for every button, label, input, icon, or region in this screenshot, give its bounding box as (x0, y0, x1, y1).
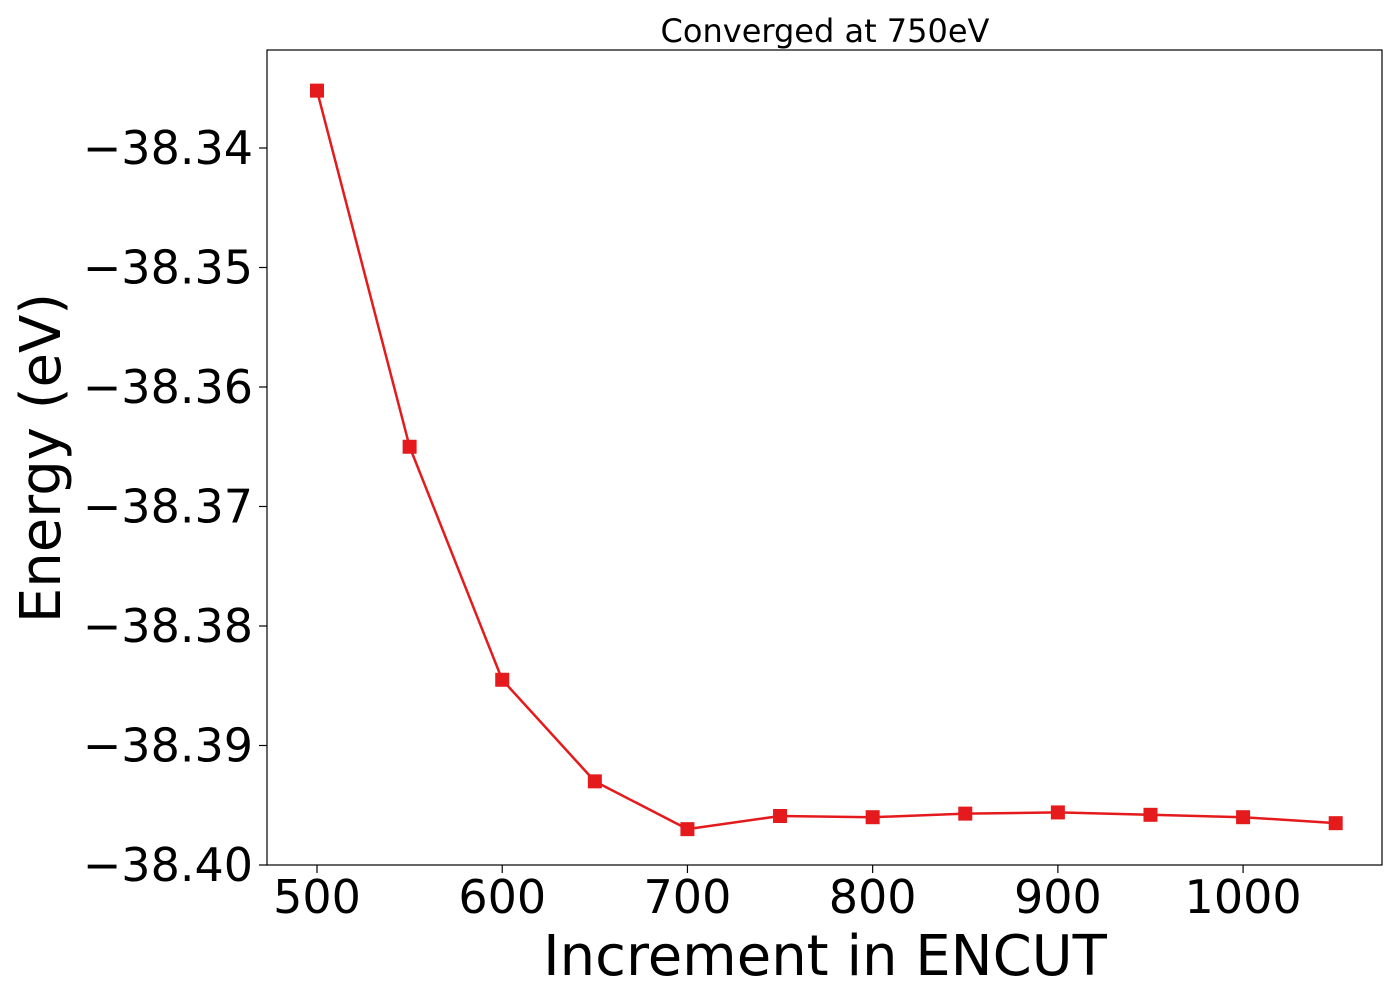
x-tick-label: 1000 (1185, 870, 1302, 924)
data-point-marker (495, 672, 510, 687)
chart-title: Converged at 750eV (661, 12, 990, 50)
data-point-marker (958, 806, 973, 821)
data-point-marker (1328, 816, 1343, 831)
x-tick-label: 500 (273, 870, 361, 924)
y-axis-label: Energy (eV) (9, 293, 74, 623)
data-point-marker (1050, 805, 1065, 820)
plot-frame (266, 49, 1383, 866)
data-point-marker (1143, 807, 1158, 822)
y-tick-label: −38.35 (83, 240, 253, 294)
data-point-marker (680, 822, 695, 837)
y-tick-label: −38.37 (83, 479, 253, 533)
x-tick-label: 800 (829, 870, 917, 924)
y-tick-label: −38.40 (83, 838, 253, 892)
x-tick-label: 700 (644, 870, 732, 924)
series-line (315, 90, 1336, 831)
x-tick-label: 600 (458, 870, 546, 924)
y-tick-label: −38.38 (83, 599, 253, 653)
data-point-marker (587, 774, 602, 789)
y-tick-label: −38.36 (83, 360, 253, 414)
data-point-marker (773, 809, 788, 824)
series-layer (310, 83, 1343, 837)
x-axis: 500 600 700 800 900 1000 (273, 865, 1302, 924)
data-point-marker (310, 83, 325, 98)
data-point-marker (865, 810, 880, 825)
x-tick-label: 900 (1014, 870, 1102, 924)
data-point-marker (1236, 810, 1251, 825)
y-axis: −38.34 −38.35 −38.36 −38.37 −38.38 −38.39 −38.… (83, 121, 267, 892)
x-axis-label: Increment in ENCUT (543, 924, 1108, 989)
y-tick-label: −38.39 (83, 718, 253, 772)
data-point-marker (402, 439, 417, 454)
y-tick-label: −38.34 (83, 121, 253, 175)
